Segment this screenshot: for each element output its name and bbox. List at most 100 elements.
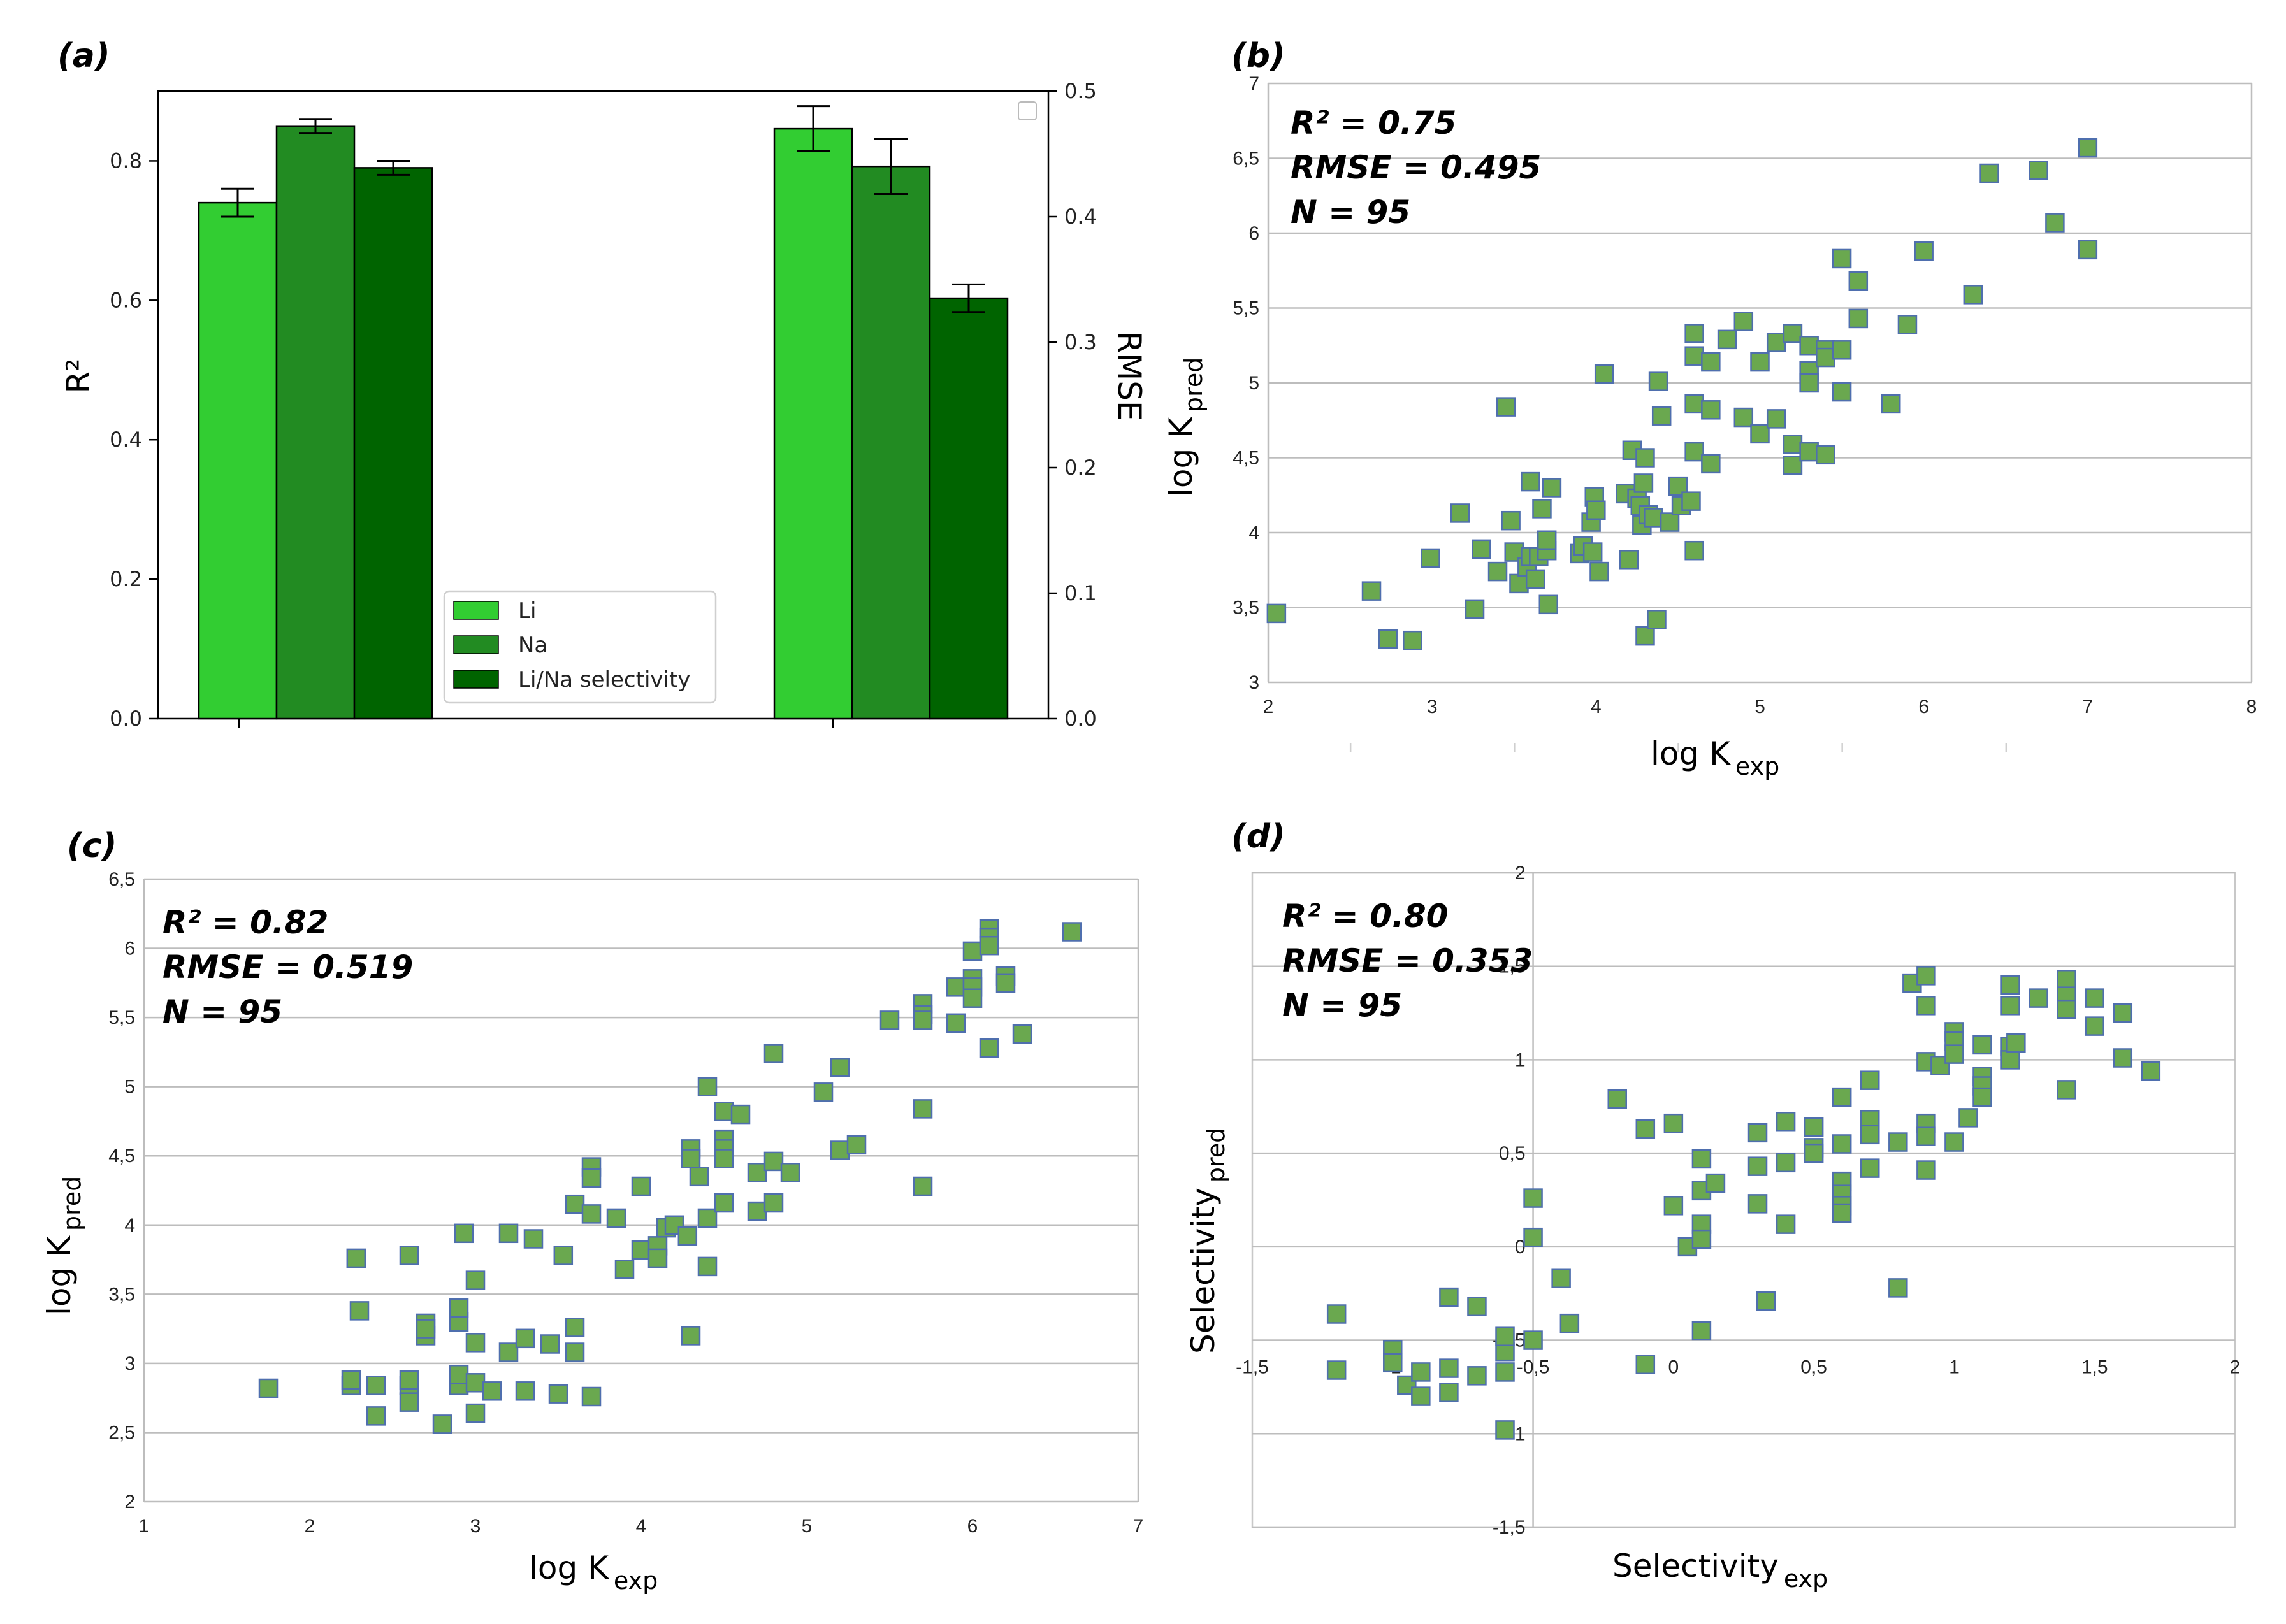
data-point (366, 1406, 386, 1426)
data-point (1663, 1113, 1684, 1133)
data-point (1523, 1227, 1543, 1247)
chart-c-ylabel-main: log K (41, 1235, 78, 1316)
data-point (2029, 161, 2048, 180)
data-point (1684, 324, 1704, 343)
data-point (1559, 1313, 1580, 1333)
bar-rmse-2 (929, 297, 1009, 720)
data-point (399, 1370, 419, 1390)
data-point (697, 1077, 718, 1096)
tick-label-y-5: 5,5 (1233, 298, 1259, 319)
data-point (482, 1381, 502, 1401)
chart-d-grid (1252, 872, 2235, 1528)
chart-c-scatter: 22,533,544,555,566,51 2 3 4 5 6 7 R² = 0.82 RM… (41, 869, 1143, 1595)
data-point (1383, 1353, 1403, 1373)
data-point (498, 1223, 519, 1244)
tick-label-right-2: 0.2 (1064, 456, 1097, 480)
data-point (1403, 630, 1422, 650)
data-point (565, 1194, 585, 1214)
tick-label-x-7: 2 (2230, 1357, 2241, 1378)
chart-a-legend-label-li: Li (518, 598, 536, 624)
data-point (1888, 1132, 1908, 1152)
panel-label-a: (a) (57, 37, 110, 75)
data-point (1495, 1420, 1515, 1440)
data-point (813, 1082, 834, 1102)
chart-b-grid (1267, 82, 2253, 684)
tick-label-left-1: 0.2 (110, 567, 142, 591)
tick-label-y-0: 3 (1248, 672, 1259, 693)
data-point (1439, 1358, 1459, 1378)
data-point (1816, 347, 1835, 368)
data-point (1012, 1024, 1032, 1044)
tick-label-y-1: 2,5 (108, 1422, 135, 1443)
tick-label-y-1: 3,5 (1233, 598, 1259, 619)
data-point (1495, 1362, 1515, 1382)
data-point (1832, 248, 1852, 269)
data-point (946, 977, 966, 997)
data-point (1594, 364, 1614, 384)
data-point (1619, 550, 1639, 570)
data-point (1496, 397, 1516, 417)
data-point (498, 1342, 519, 1362)
data-point (681, 1326, 701, 1346)
tick-label-y-4: 4 (124, 1215, 135, 1236)
data-point (647, 1248, 668, 1268)
tick-label-y-3: 0 (1515, 1237, 1526, 1258)
data-point (913, 1176, 933, 1196)
data-point (1684, 346, 1704, 366)
tick-label-x-3: 0 (1668, 1357, 1679, 1378)
data-point (1538, 594, 1559, 615)
chart-a-plot-frame (157, 90, 1050, 720)
chart-a-ylabel-right: RMSE (1111, 331, 1148, 420)
data-point (763, 1151, 784, 1172)
tick-label-y-7: 5,5 (108, 1007, 135, 1028)
tick-label-y-3: 3,5 (108, 1284, 135, 1305)
bar-r2-2 (353, 167, 433, 720)
data-point (714, 1149, 734, 1168)
tick-label-y-8: 7 (1248, 73, 1259, 94)
data-point (1411, 1386, 1431, 1406)
data-point (2113, 1003, 2133, 1023)
data-point (2000, 975, 2020, 995)
chart-b-scatter: 33,544,555,566,572 3 4 5 6 7 8 R² = 0.75 RMSE … (1162, 73, 2257, 780)
data-point (1465, 599, 1485, 619)
data-point (2078, 240, 2098, 260)
data-point (1816, 445, 1835, 465)
data-point (1691, 1229, 1712, 1249)
data-point (1635, 626, 1655, 646)
data-point (258, 1378, 279, 1398)
data-point (2085, 1016, 2104, 1036)
data-point (1495, 1326, 1515, 1346)
data-point (449, 1365, 469, 1384)
data-point (697, 1256, 718, 1277)
tick-label-y-4: 5 (1248, 373, 1259, 394)
chart-b-xlabel-sub: exp (1735, 752, 1779, 780)
data-point (465, 1373, 486, 1393)
data-point (1783, 456, 1803, 475)
chart-d-stat-rmse: RMSE = 0.353 (1282, 942, 1533, 979)
data-point (1509, 573, 1529, 594)
data-point (1660, 512, 1680, 532)
chart-b-xlabel-main: log K (1651, 735, 1731, 772)
chart-d-ylabel: Selectivity pred (1185, 1128, 1230, 1354)
tick-label-y-9: 6,5 (108, 869, 135, 890)
tick-label-x-0: -1,5 (1236, 1357, 1269, 1378)
chart-a-bars (198, 105, 1009, 720)
data-point (1378, 629, 1398, 649)
data-point (1467, 1297, 1487, 1317)
tick-label-y-6: 6 (1248, 223, 1259, 244)
tick-label-x-4: 0,5 (1800, 1357, 1827, 1378)
data-point (780, 1163, 800, 1182)
data-point (1979, 163, 1999, 183)
chart-a-bar: 0.0 0.2 0.4 0.6 0.8 0.0 0.1 0.2 0.3 0.4 0.5 R² RMS… (60, 79, 1148, 731)
data-point (432, 1414, 452, 1434)
data-point (1747, 1194, 1768, 1214)
data-point (349, 1301, 370, 1321)
data-point (1799, 442, 1819, 462)
tick-label-x-5: 6 (967, 1516, 978, 1537)
tick-label-x-2: -0,5 (1517, 1357, 1550, 1378)
data-point (1691, 1321, 1712, 1341)
chart-d-xlabel: Selectivity exp (1612, 1548, 1828, 1593)
data-point (681, 1149, 701, 1168)
data-point (1733, 407, 1754, 428)
data-point (1671, 496, 1691, 515)
